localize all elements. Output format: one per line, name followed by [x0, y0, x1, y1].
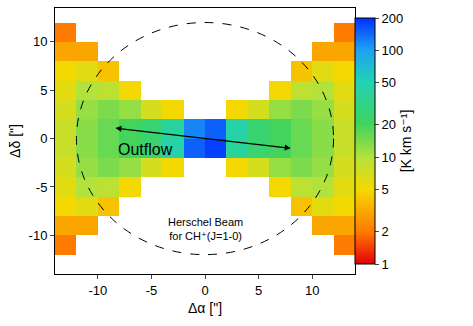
- svg-text:Δα ["]: Δα ["]: [188, 300, 222, 316]
- svg-text:-5: -5: [146, 283, 158, 298]
- svg-text:0: 0: [201, 283, 208, 298]
- svg-text:100: 100: [382, 43, 404, 58]
- svg-text:2: 2: [382, 224, 389, 239]
- svg-text:-5: -5: [36, 180, 48, 195]
- svg-text:Outflow: Outflow: [118, 141, 173, 158]
- svg-text:5: 5: [382, 182, 389, 197]
- svg-text:-10: -10: [29, 228, 48, 243]
- svg-text:10: 10: [33, 34, 47, 49]
- svg-text:[K km s⁻¹]: [K km s⁻¹]: [398, 110, 414, 173]
- svg-text:-10: -10: [88, 283, 107, 298]
- svg-text:Herschel Beamfor CH⁺(J=1-0): Herschel Beamfor CH⁺(J=1-0): [168, 216, 243, 242]
- svg-text:5: 5: [40, 83, 47, 98]
- svg-text:10: 10: [382, 150, 396, 165]
- svg-text:20: 20: [382, 117, 396, 132]
- svg-text:10: 10: [305, 283, 319, 298]
- svg-text:50: 50: [382, 75, 396, 90]
- svg-text:1: 1: [382, 257, 389, 272]
- svg-text:200: 200: [382, 11, 404, 26]
- svg-text:5: 5: [255, 283, 262, 298]
- svg-text:Δδ ["]: Δδ ["]: [7, 124, 23, 158]
- svg-text:0: 0: [40, 131, 47, 146]
